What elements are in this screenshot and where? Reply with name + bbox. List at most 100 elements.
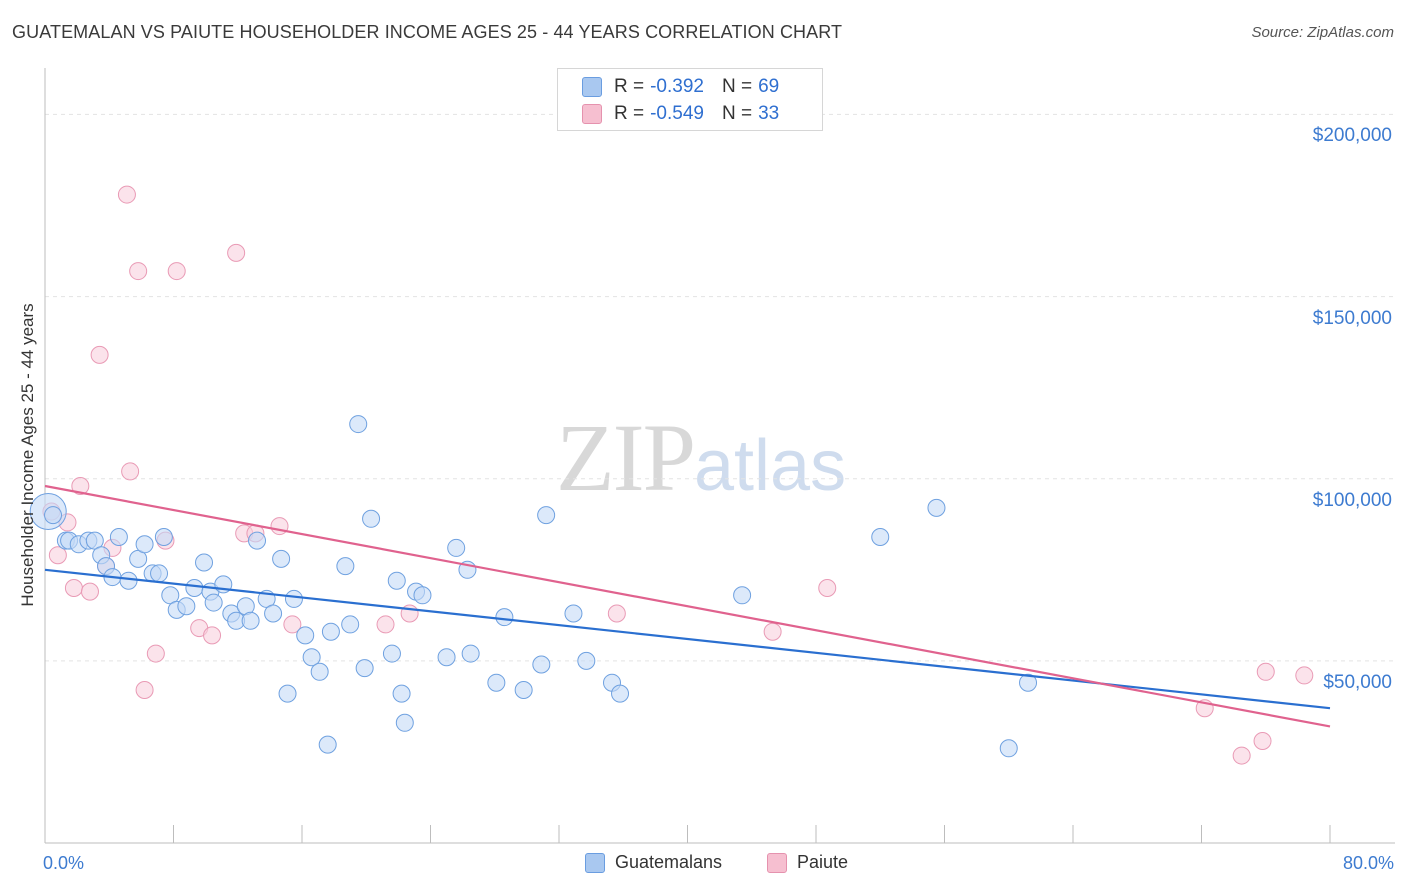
guatemalan-point — [355, 659, 374, 678]
paiute-point — [135, 681, 154, 699]
stats-legend: R = -0.392 N = 69 R = -0.549 N = 33 — [557, 68, 823, 131]
guatemalan-point — [349, 415, 368, 434]
guatemalan-point — [109, 528, 128, 546]
guatemalan-point — [310, 662, 329, 681]
guatemalan-point — [302, 648, 321, 667]
paiute-point — [818, 579, 837, 597]
legend-r-label: R = — [614, 76, 645, 97]
guatemalan-point — [537, 506, 556, 525]
guatemalan-point — [447, 538, 466, 557]
y-tick-label: $150,000 — [1312, 307, 1392, 329]
trend-lines — [44, 484, 1331, 728]
guatemalan-point — [318, 735, 337, 754]
guatemalan-points — [29, 415, 1038, 758]
paiute-point — [376, 615, 395, 634]
guatemalan-point — [336, 557, 355, 576]
guatemalan-point — [119, 571, 138, 590]
guatemalan-point — [321, 622, 340, 641]
paiute-point — [64, 579, 83, 597]
paiute-point — [607, 604, 626, 623]
guatemalan-point — [362, 509, 381, 528]
legend-row-guatemalans: R = -0.392 N = 69 — [582, 75, 779, 99]
bottom-legend-label-guatemalans: Guatemalans — [615, 852, 723, 872]
guatemalan-point — [177, 597, 196, 616]
guatemalan-point — [272, 549, 291, 568]
legend-n-value-paiute: 33 — [758, 103, 780, 124]
bottom-legend-label-paiute: Paiute — [797, 852, 849, 872]
paiute-point — [71, 477, 90, 495]
legend-n-label: N = — [721, 103, 753, 124]
guatemalan-point — [927, 498, 946, 517]
paiute-point — [1256, 662, 1275, 681]
guatemalan-point — [611, 684, 630, 703]
guatemalan-point — [495, 608, 514, 627]
bottom-legend-guatemalans: Guatemalans — [585, 852, 722, 873]
guatemalan-point — [154, 528, 173, 546]
guatemalan-point — [733, 586, 752, 605]
guatemalan-point — [395, 713, 414, 732]
paiute-point — [80, 582, 99, 601]
guatemalan-point — [871, 528, 890, 546]
guatemalan-point — [185, 579, 204, 597]
legend-swatch-guatemalans — [582, 77, 602, 97]
watermark-zip: ZIP — [556, 404, 696, 511]
guatemalan-point — [284, 589, 303, 608]
guatemalan-point — [382, 644, 401, 663]
paiute-point — [763, 622, 782, 641]
paiute-point — [1232, 746, 1251, 765]
y-axis-label: Householder Income Ages 25 - 44 years — [18, 303, 37, 607]
paiute-point — [146, 644, 165, 663]
axes — [44, 68, 1395, 844]
bottom-legend-paiute: Paiute — [767, 852, 848, 873]
legend-swatch-paiute — [582, 104, 602, 124]
paiute-point — [1295, 666, 1314, 685]
paiute-point — [121, 462, 140, 481]
guatemalan-point — [135, 535, 154, 554]
guatemalan-point — [264, 604, 283, 623]
guatemalan-point — [532, 655, 551, 674]
bottom-legend-swatch-paiute — [767, 852, 787, 873]
paiute-point — [129, 262, 148, 281]
watermark-atlas: atlas — [694, 426, 847, 506]
paiute-point — [90, 345, 109, 364]
guatemalan-point — [248, 531, 267, 550]
paiute-point — [283, 615, 302, 634]
guatemalan-point — [413, 586, 432, 605]
paiute-points — [42, 185, 1314, 765]
guatemalan-point — [564, 604, 583, 623]
source-credit: Source: ZipAtlas.com — [1251, 24, 1394, 41]
guatemalan-point — [999, 739, 1018, 758]
x-tick-label-min: 0.0% — [43, 853, 85, 873]
guatemalan-point — [1019, 673, 1038, 692]
y-tick-label: $200,000 — [1312, 125, 1392, 147]
legend-r-value-guatemalans: -0.392 — [650, 76, 704, 97]
guatemalan-point — [387, 571, 406, 590]
guatemalan-point — [437, 648, 456, 667]
paiute-trend-line — [44, 484, 1331, 728]
legend-r-value-paiute: -0.549 — [650, 103, 704, 124]
guatemalan-point — [241, 611, 260, 630]
guatemalan-trend-line — [44, 568, 1331, 710]
guatemalan-point — [296, 626, 315, 645]
legend-row-paiute: R = -0.549 N = 33 — [582, 102, 779, 126]
bottom-legend-swatch-guatemalans — [585, 852, 605, 873]
guatemalan-point — [341, 615, 360, 634]
gridlines — [45, 113, 1395, 662]
paiute-point — [1253, 732, 1272, 750]
paiute-point — [48, 546, 67, 565]
guatemalan-point — [204, 593, 223, 612]
guatemalan-point — [150, 564, 169, 583]
paiute-point — [203, 626, 222, 645]
x-tick-label-max: 80.0% — [1342, 853, 1394, 873]
guatemalan-point — [44, 506, 63, 525]
guatemalan-point — [461, 644, 480, 663]
legend-r-label: R = — [614, 103, 645, 124]
guatemalan-point — [278, 684, 297, 703]
watermark: ZIPatlas — [556, 402, 846, 513]
paiute-point — [117, 185, 136, 204]
guatemalan-point — [514, 681, 533, 699]
paiute-point — [167, 262, 186, 281]
legend-n-label: N = — [721, 76, 753, 97]
guatemalan-point — [487, 673, 506, 692]
